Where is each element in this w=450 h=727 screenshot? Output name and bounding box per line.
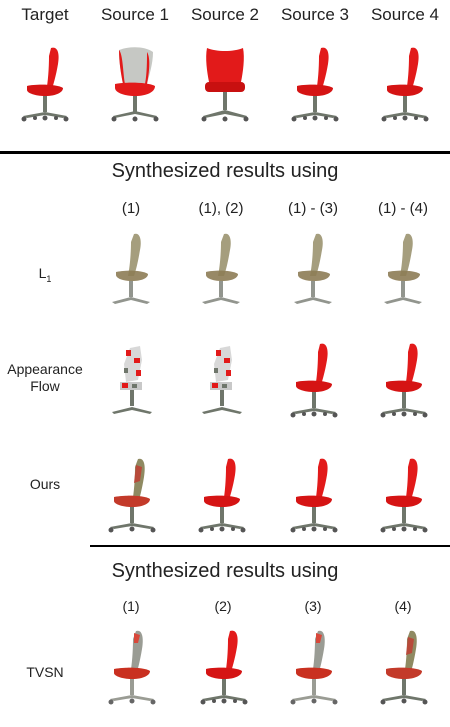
ours-result-3-image: [282, 455, 346, 539]
row-label-appearance-flow: Appearance Flow: [0, 361, 90, 395]
row-label-flow: Flow: [30, 378, 60, 394]
row-label-ours: Ours: [29, 476, 61, 492]
ours-result-1-image: [100, 455, 164, 539]
row-label-appearance: Appearance: [7, 361, 83, 377]
tvsn-result-4-image: [372, 627, 436, 711]
section2-col-3: (3): [304, 598, 322, 614]
section2-col-2: (2): [214, 598, 232, 614]
section1-col-4: (1) - (4): [378, 200, 428, 217]
l1-result-4-image: [372, 230, 436, 314]
l1-result-1-image: [100, 230, 164, 314]
header-source-1: Source 1: [100, 5, 170, 24]
row-label-tvsn: TVSN: [26, 664, 64, 680]
row-label-l1-sub: 1: [46, 273, 52, 284]
section2-col-4: (4): [394, 598, 412, 614]
section1-col-1: (1): [121, 200, 141, 217]
section1-title: Synthesized results using: [111, 160, 339, 182]
header-source-4: Source 4: [370, 5, 440, 24]
source-4-chair-image: [373, 44, 437, 128]
appearance-flow-result-2-image: [190, 340, 254, 424]
appearance-flow-result-1-image: [100, 340, 164, 424]
section2-title: Synthesized results using: [111, 560, 339, 582]
row-label-l1: L1: [0, 265, 90, 288]
source-2-chair-image: [193, 44, 257, 128]
appearance-flow-result-3-image: [282, 340, 346, 424]
ours-result-4-image: [372, 455, 436, 539]
header-source-2: Source 2: [190, 5, 260, 24]
row-label-l1-main: L: [38, 265, 47, 281]
section2-col-1: (1): [122, 598, 140, 614]
source-1-chair-image: [103, 44, 167, 128]
l1-result-2-image: [190, 230, 254, 314]
thick-divider: [0, 151, 450, 154]
l1-result-3-image: [282, 230, 346, 314]
section1-col-3: (1) - (3): [288, 200, 338, 217]
ours-result-2-image: [190, 455, 254, 539]
thin-divider: [90, 545, 450, 547]
tvsn-result-1-image: [100, 627, 164, 711]
appearance-flow-result-4-image: [372, 340, 436, 424]
target-chair-image: [13, 44, 77, 128]
tvsn-result-3-image: [282, 627, 346, 711]
section1-col-2: (1), (2): [198, 200, 244, 217]
tvsn-result-2-image: [192, 627, 256, 711]
source-3-chair-image: [283, 44, 347, 128]
header-source-3: Source 3: [280, 5, 350, 24]
header-target: Target: [21, 5, 69, 24]
